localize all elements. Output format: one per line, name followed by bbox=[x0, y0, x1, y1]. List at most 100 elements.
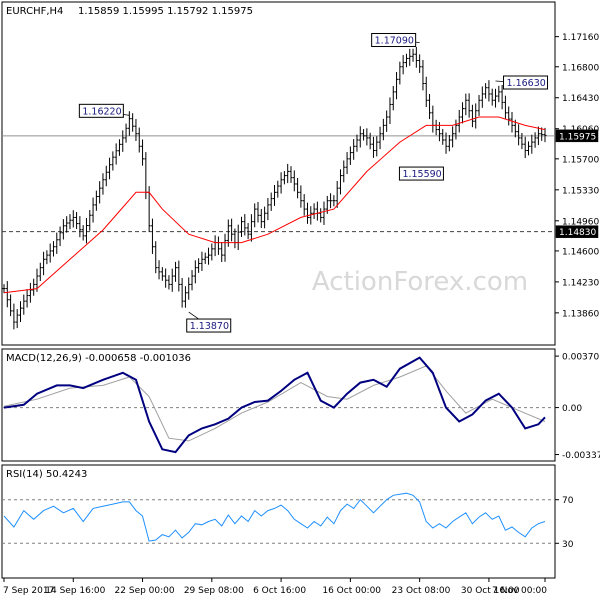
price-bar bbox=[51, 241, 55, 257]
annotation-box bbox=[398, 166, 444, 181]
price-bar bbox=[510, 111, 514, 133]
price-bar bbox=[223, 233, 227, 262]
price-bar bbox=[253, 203, 257, 228]
price-bar bbox=[523, 136, 527, 159]
price-bar bbox=[348, 146, 352, 165]
price-bar bbox=[421, 59, 425, 91]
price-bar bbox=[520, 132, 524, 150]
price-bar bbox=[375, 136, 379, 157]
price-bar bbox=[441, 128, 445, 145]
annotation-box bbox=[503, 75, 549, 90]
chart-symbol: EURCHF,H4 bbox=[6, 6, 63, 17]
time-axis-label: 22 Sep 00:00 bbox=[115, 586, 175, 596]
time-axis-label: 29 Sep 08:00 bbox=[184, 586, 244, 596]
current-price-tag-box bbox=[555, 129, 599, 143]
price-bar bbox=[503, 95, 507, 120]
price-bar bbox=[164, 268, 168, 288]
price-bar bbox=[335, 180, 339, 208]
price-bar bbox=[190, 270, 194, 291]
price-axis-label: 1.14960 bbox=[562, 217, 599, 227]
price-axis-label: 1.14600 bbox=[562, 247, 599, 257]
price-bar bbox=[315, 201, 319, 221]
price-bar bbox=[91, 197, 95, 223]
rsi-panel[interactable] bbox=[1, 464, 556, 579]
time-axis-label: 7 Nov 00:00 bbox=[492, 586, 547, 596]
price-bar bbox=[150, 218, 154, 254]
price-bar bbox=[266, 197, 270, 221]
price-bar bbox=[540, 127, 544, 141]
price-bar bbox=[418, 54, 422, 73]
price-bar bbox=[183, 286, 187, 308]
price-bar bbox=[207, 247, 211, 265]
price-bar bbox=[292, 170, 296, 192]
price-bar bbox=[273, 185, 276, 206]
price-bar bbox=[18, 301, 22, 323]
rsi-line bbox=[3, 492, 546, 542]
time-axis-label: 14 Sep 16:00 bbox=[45, 586, 105, 596]
price-bar bbox=[160, 267, 164, 281]
macd-signal-line bbox=[3, 365, 546, 442]
level-price-tag-box bbox=[555, 225, 599, 238]
price-bar bbox=[352, 139, 356, 160]
price-bar bbox=[12, 303, 16, 330]
price-bar bbox=[65, 216, 69, 233]
price-bar bbox=[269, 192, 273, 211]
rsi-label: RSI(14) 50.4243 bbox=[6, 469, 87, 480]
price-bar bbox=[28, 282, 32, 303]
price-bar bbox=[282, 171, 286, 185]
price-bar bbox=[378, 126, 382, 150]
price-panel[interactable] bbox=[1, 1, 556, 346]
price-bar bbox=[332, 195, 336, 207]
price-bar bbox=[365, 128, 369, 146]
price-bar bbox=[477, 95, 481, 116]
price-bar bbox=[78, 216, 82, 238]
price-bar bbox=[470, 104, 474, 128]
price-bar bbox=[9, 294, 13, 317]
price-bar bbox=[157, 260, 161, 280]
price-bar bbox=[276, 180, 280, 198]
price-bar bbox=[134, 118, 138, 141]
price-plot: 1.17090 1.16630 1.16220 1.15590 1.13870 bbox=[2, 33, 555, 333]
price-bar bbox=[174, 261, 178, 282]
price-bar bbox=[121, 130, 125, 152]
price-axis-label: 1.14230 bbox=[562, 278, 599, 288]
price-bar bbox=[259, 209, 263, 228]
price-bar bbox=[362, 129, 366, 141]
price-bar bbox=[533, 132, 537, 148]
price-bar bbox=[371, 136, 375, 158]
price-bar bbox=[487, 80, 491, 102]
price-bar bbox=[104, 165, 108, 187]
price-bar bbox=[345, 152, 349, 175]
price-bar bbox=[68, 214, 72, 230]
price-axis-label: 1.17160 bbox=[562, 33, 599, 43]
price-bar bbox=[279, 172, 283, 194]
price-bar bbox=[197, 258, 201, 273]
time-axis-label: 23 Oct 08:00 bbox=[392, 586, 451, 596]
rsi-axis-label: 70 bbox=[562, 496, 574, 506]
price-bar bbox=[111, 151, 115, 171]
price-bar bbox=[256, 201, 260, 223]
price-bar bbox=[411, 48, 415, 62]
annotation-label: 1.15590 bbox=[402, 169, 441, 180]
price-bar bbox=[305, 202, 309, 224]
price-bar bbox=[32, 278, 36, 296]
annotation-label: 1.13870 bbox=[190, 321, 229, 332]
price-bar bbox=[319, 208, 323, 223]
price-bar bbox=[381, 118, 385, 141]
price-bar bbox=[338, 169, 342, 195]
price-bar bbox=[101, 173, 105, 195]
price-bar bbox=[431, 105, 435, 133]
macd-panel[interactable] bbox=[1, 348, 556, 462]
price-bar bbox=[55, 232, 59, 254]
macd-axis-label: -0.003379 bbox=[562, 451, 600, 461]
price-bar bbox=[497, 85, 501, 103]
price-bar bbox=[177, 260, 181, 292]
price-bar bbox=[137, 127, 141, 153]
price-bar bbox=[368, 132, 372, 150]
price-bar bbox=[395, 71, 399, 100]
price-bar bbox=[15, 309, 19, 329]
price-bar bbox=[167, 275, 171, 290]
price-bar bbox=[474, 103, 478, 129]
price-bar bbox=[236, 224, 240, 250]
